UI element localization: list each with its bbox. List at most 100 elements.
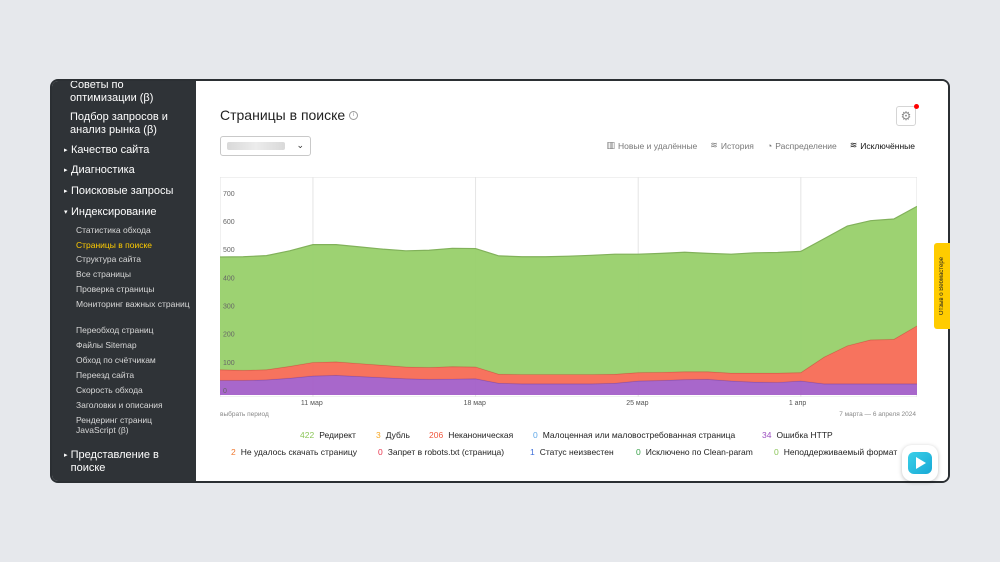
notification-dot xyxy=(914,104,919,109)
legend-item[interactable]: 0 Неподдерживаемый формат xyxy=(774,447,897,457)
tab-label: История xyxy=(720,140,754,151)
y-tick-label: 100 xyxy=(223,360,235,367)
area-series xyxy=(220,325,917,384)
site-select[interactable]: ⌄ xyxy=(220,136,311,156)
settings-button[interactable]: ⚙ xyxy=(896,106,916,126)
tab-history[interactable]: ≋ История xyxy=(710,140,754,151)
y-tick-label: 200 xyxy=(223,332,235,339)
sidebar: Советы по оптимизации (β) Подбор запросо… xyxy=(52,81,196,481)
sidebar-item-titles-descriptions[interactable]: Заголовки и описания xyxy=(76,400,163,410)
y-tick-label: 0 xyxy=(223,388,227,395)
select-period-link[interactable]: выбрать период xyxy=(220,411,269,418)
sidebar-item-all-pages[interactable]: Все страницы xyxy=(76,269,132,279)
info-icon[interactable]: i xyxy=(349,110,359,120)
sidebar-section-search-appearance[interactable]: ▸ Представление в поиске xyxy=(64,449,189,475)
x-tick-label: 25 мар xyxy=(626,400,649,407)
series-line xyxy=(220,205,917,258)
legend-item[interactable]: 2 Не удалось скачать страницу xyxy=(231,447,357,457)
chevron-right-icon: ▸ xyxy=(64,147,68,154)
legend-value: 206 xyxy=(429,430,444,440)
sidebar-section-indexing[interactable]: ▾ Индексирование xyxy=(64,206,189,219)
chevron-right-icon: ▸ xyxy=(64,188,68,195)
legend-label: Запрет в robots.txt (страница) xyxy=(387,447,505,457)
legend-item[interactable]: 34 Ошибка HTTP xyxy=(762,430,833,440)
legend-value: 1 xyxy=(530,447,535,457)
tab-new-and-removed[interactable]: ▥ Новые и удалённые xyxy=(607,140,698,151)
tab-distribution[interactable]: ◔ Распределение xyxy=(767,140,837,151)
legend-value: 0 xyxy=(636,447,641,457)
legend-label: Неканоническая xyxy=(448,430,514,440)
legend-value: 422 xyxy=(300,430,315,440)
sidebar-item-optimization-tips[interactable]: Советы по оптимизации (β) xyxy=(70,81,154,104)
chevron-down-icon: ▾ xyxy=(64,209,68,216)
tab-excluded[interactable]: ≋ Исключённые xyxy=(850,140,915,151)
sidebar-item-page-check[interactable]: Проверка страницы xyxy=(76,284,155,294)
play-icon xyxy=(908,452,932,474)
sidebar-section-label: Диагностика xyxy=(71,164,135,176)
sidebar-item-recrawl[interactable]: Переобход страниц xyxy=(76,325,154,335)
excluded-pages-chart[interactable]: 0 100 200 300 400 500 600 700 xyxy=(220,177,917,397)
legend-label: Не удалось скачать страницу xyxy=(240,447,357,457)
legend-value: 0 xyxy=(774,447,779,457)
sidebar-item-crawl-speed[interactable]: Скорость обхода xyxy=(76,385,143,395)
chevron-down-icon: ⌄ xyxy=(296,140,304,150)
y-tick-label: 300 xyxy=(223,304,235,311)
sidebar-section-site-quality[interactable]: ▸ Качество сайта xyxy=(64,144,189,157)
pie-icon: ◔ xyxy=(766,140,773,151)
date-range-label: 7 марта — 6 апреля 2024 xyxy=(839,411,916,418)
sidebar-section-label: Индексирование xyxy=(71,206,157,218)
layers-icon: ≋ xyxy=(710,140,718,150)
chevron-right-icon: ▸ xyxy=(64,452,68,459)
x-tick-label: 11 мар xyxy=(300,400,323,407)
app-window: Советы по оптимизации (β) Подбор запросо… xyxy=(52,81,948,481)
y-tick-label: 600 xyxy=(223,219,235,226)
sidebar-item-js-rendering[interactable]: Рендеринг страниц JavaScript (β) xyxy=(76,415,152,435)
page-header: Страницы в поиске i xyxy=(220,107,359,123)
sidebar-item-site-structure[interactable]: Структура сайта xyxy=(76,254,141,264)
legend-item[interactable]: 206 Неканоническая xyxy=(429,430,513,440)
legend-value: 0 xyxy=(378,447,383,457)
sidebar-section-label: Поисковые запросы xyxy=(71,185,174,197)
legend-label: Статус неизвестен xyxy=(539,447,614,457)
tab-label: Новые и удалённые xyxy=(618,140,698,151)
sidebar-item-crawl-stats[interactable]: Статистика обхода xyxy=(76,225,151,235)
layers-icon: ≋ xyxy=(849,140,858,150)
sidebar-item-pages-in-search[interactable]: Страницы в поиске xyxy=(76,240,153,250)
gear-icon: ⚙ xyxy=(900,109,912,123)
sidebar-section-search-queries[interactable]: ▸ Поисковые запросы xyxy=(64,185,189,198)
area-series xyxy=(220,206,917,375)
legend-item[interactable]: 0 Запрет в robots.txt (страница) xyxy=(378,447,504,457)
legend-label: Дубль xyxy=(385,430,410,440)
legend-label: Малоценная или маловостребованная страни… xyxy=(542,430,736,440)
sidebar-section-diagnostics[interactable]: ▸ Диагностика xyxy=(64,164,189,177)
view-tabs: ▥ Новые и удалённые ≋ История ◔ Распреде… xyxy=(607,140,915,151)
legend-item[interactable]: 1 Статус неизвестен xyxy=(530,447,614,457)
legend-value: 2 xyxy=(231,447,236,457)
sidebar-item-query-selection[interactable]: Подбор запросов и анализ рынка (β) xyxy=(70,111,168,136)
bars-icon: ▥ xyxy=(606,140,616,150)
y-tick-label: 400 xyxy=(223,275,235,282)
tab-label: Исключённые xyxy=(860,140,915,151)
feedback-label: Отзыв о Вебмастере xyxy=(939,256,945,316)
blurred-value xyxy=(227,142,285,150)
y-tick-label: 500 xyxy=(223,247,235,254)
assistant-button[interactable] xyxy=(902,445,938,481)
sidebar-item-counter-crawl[interactable]: Обход по счётчикам xyxy=(76,355,156,365)
legend-label: Исключено по Clean-param xyxy=(645,447,753,457)
x-tick-label: 1 апр xyxy=(788,400,807,407)
x-tick-label: 18 мар xyxy=(463,400,486,407)
main-content: Страницы в поиске i ⚙ ⌄ ▥ Новые и удалён… xyxy=(196,81,948,481)
legend-item[interactable]: 3 Дубль xyxy=(376,430,410,440)
legend-item[interactable]: 0 Малоценная или маловостребованная стран… xyxy=(533,430,735,440)
sidebar-item-site-move[interactable]: Переезд сайта xyxy=(76,370,135,380)
legend-label: Неподдерживаемый формат xyxy=(783,447,898,457)
legend-value: 3 xyxy=(376,430,381,440)
area-series xyxy=(220,375,917,395)
legend-item[interactable]: 422 Редирект xyxy=(300,430,356,440)
sidebar-item-important-pages[interactable]: Мониторинг важных страниц xyxy=(76,299,190,309)
legend-label: Ошибка HTTP xyxy=(776,430,833,440)
sidebar-item-sitemap-files[interactable]: Файлы Sitemap xyxy=(76,340,137,350)
legend-item[interactable]: 0 Исключено по Clean-param xyxy=(636,447,753,457)
feedback-tab[interactable]: Отзыв о Вебмастере xyxy=(934,243,950,329)
series-line xyxy=(220,325,917,376)
